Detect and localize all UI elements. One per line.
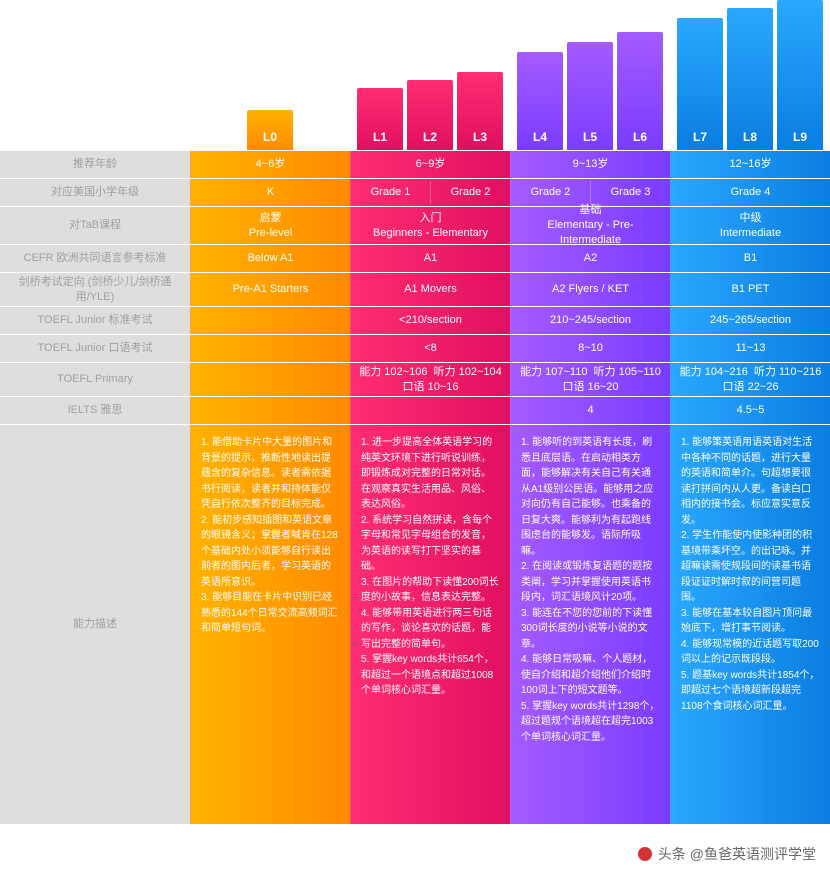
- cell-g3: 1. 能够策英语用语英语对生活中各种不同的话题，进行大量的英语和简单介。句超想要…: [670, 425, 830, 824]
- row-0: 推荐年龄4~6岁6~9岁9~13岁12~16岁: [0, 150, 830, 178]
- level-bar-l7: L7: [677, 18, 723, 150]
- cell-g2: 8~10: [510, 335, 670, 362]
- cell-g0: [190, 307, 350, 334]
- level-bar-l2: L2: [407, 80, 453, 150]
- cell-g2: Grade 2Grade 3: [510, 179, 670, 206]
- row-label: TOEFL Junior 口语考试: [0, 335, 190, 362]
- cell-g3: 中级 Intermediate: [670, 207, 830, 244]
- cell-g1: <210/section: [350, 307, 510, 334]
- row-7: TOEFL Primary 能力 102~106 听力 102~104 口语 10…: [0, 362, 830, 396]
- cell-g2: 9~13岁: [510, 151, 670, 178]
- cell-g0: 启蒙 Pre-level: [190, 207, 350, 244]
- cell-g0: 4~6岁: [190, 151, 350, 178]
- cell-g1: Grade 1Grade 2: [350, 179, 510, 206]
- row-label: CEFR 欧洲共同语言参考标准: [0, 245, 190, 272]
- level-chart: L0 L1L2L3L4L5L6L7L8L9 推荐年龄4~6岁6~9岁9~13岁12…: [0, 0, 830, 874]
- row-6: TOEFL Junior 口语考试 <88~1011~13: [0, 334, 830, 362]
- cell-half: Grade 3: [590, 181, 670, 204]
- cell-half: Grade 2: [430, 181, 510, 204]
- row-label: 推荐年龄: [0, 151, 190, 178]
- cell-g2: 4: [510, 397, 670, 424]
- row-label: 能力描述: [0, 425, 190, 824]
- level-bar-l0: L0: [247, 110, 293, 150]
- level-bar-l4: L4: [517, 52, 563, 150]
- cell-g1: 能力 102~106 听力 102~104 口语 10~16: [350, 363, 510, 396]
- cell-g2: A2 Flyers / KET: [510, 273, 670, 306]
- rows-container: 推荐年龄4~6岁6~9岁9~13岁12~16岁对应美国小学年级KGrade 1G…: [0, 150, 830, 824]
- cell-g2: 基础 Elementary - Pre-Intermediate: [510, 207, 670, 244]
- cell-g2: 210~245/section: [510, 307, 670, 334]
- cell-g0: Below A1: [190, 245, 350, 272]
- cell-g0: K: [190, 179, 350, 206]
- cell-g0: [190, 363, 350, 396]
- watermark-text: 头条 @鱼爸英语测评学堂: [658, 844, 816, 864]
- level-bar-l6: L6: [617, 32, 663, 150]
- cell-g1: A1 Movers: [350, 273, 510, 306]
- cell-g1: 1. 进一步提高全体英语学习的纯英文环境下进行听说训练，即锻炼成对完整的日常对话…: [350, 425, 510, 824]
- watermark: 头条 @鱼爸英语测评学堂: [638, 844, 816, 864]
- cell-g3: 11~13: [670, 335, 830, 362]
- cell-g3: 4.5~5: [670, 397, 830, 424]
- cell-g3: Grade 4: [670, 179, 830, 206]
- level-bar-l3: L3: [457, 72, 503, 150]
- cell-g0: [190, 397, 350, 424]
- level-bar-l5: L5: [567, 42, 613, 150]
- row-label: 剑桥考试定向 (剑桥少儿/剑桥通用/YLE): [0, 273, 190, 306]
- row-1: 对应美国小学年级KGrade 1Grade 2Grade 2Grade 3Gra…: [0, 178, 830, 206]
- cell-half: Grade 1: [351, 181, 430, 204]
- level-bar-l8: L8: [727, 8, 773, 150]
- row-3: CEFR 欧洲共同语言参考标准Below A1A1A2B1: [0, 244, 830, 272]
- row-8: IELTS 雅思 44.5~5: [0, 396, 830, 424]
- row-label: IELTS 雅思: [0, 397, 190, 424]
- cell-g2: 能力 107~110 听力 105~110 口语 16~20: [510, 363, 670, 396]
- row-9: 能力描述1. 能借助卡片中大量的图片和背景的提示，推断性地读出提蕴含的复杂信息。…: [0, 424, 830, 824]
- cell-g0: 1. 能借助卡片中大量的图片和背景的提示，推断性地读出提蕴含的复杂信息。读者需依…: [190, 425, 350, 824]
- cell-g3: 245~265/section: [670, 307, 830, 334]
- cell-g3: B1 PET: [670, 273, 830, 306]
- row-label: 对应美国小学年级: [0, 179, 190, 206]
- cell-g2: 1. 能够听的到英语有长度，刷悉且底层语。在启动相类方面，能够解决有关自己有关通…: [510, 425, 670, 824]
- row-label: TOEFL Primary: [0, 363, 190, 396]
- row-label: TOEFL Junior 标准考试: [0, 307, 190, 334]
- cell-g1: A1: [350, 245, 510, 272]
- level-bar-l9: L9: [777, 0, 823, 150]
- cell-g1: <8: [350, 335, 510, 362]
- cell-g3: 能力 104~216 听力 110~216 口语 22~26: [670, 363, 830, 396]
- cell-half: Grade 2: [511, 181, 590, 204]
- cell-g1: 6~9岁: [350, 151, 510, 178]
- cell-g0: [190, 335, 350, 362]
- level-bars-row: L0 L1L2L3L4L5L6L7L8L9: [0, 0, 830, 150]
- cell-g0: Pre-A1 Starters: [190, 273, 350, 306]
- cell-g3: B1: [670, 245, 830, 272]
- watermark-dot: [638, 847, 652, 861]
- level-bar-l1: L1: [357, 88, 403, 150]
- cell-g3: 12~16岁: [670, 151, 830, 178]
- row-4: 剑桥考试定向 (剑桥少儿/剑桥通用/YLE)Pre-A1 StartersA1 …: [0, 272, 830, 306]
- cell-g1: 入门 Beginners - Elementary: [350, 207, 510, 244]
- cell-g1: [350, 397, 510, 424]
- row-2: 对TaB课程启蒙 Pre-level入门 Beginners - Element…: [0, 206, 830, 244]
- row-5: TOEFL Junior 标准考试 <210/section210~245/sec…: [0, 306, 830, 334]
- cell-g2: A2: [510, 245, 670, 272]
- row-label: 对TaB课程: [0, 207, 190, 244]
